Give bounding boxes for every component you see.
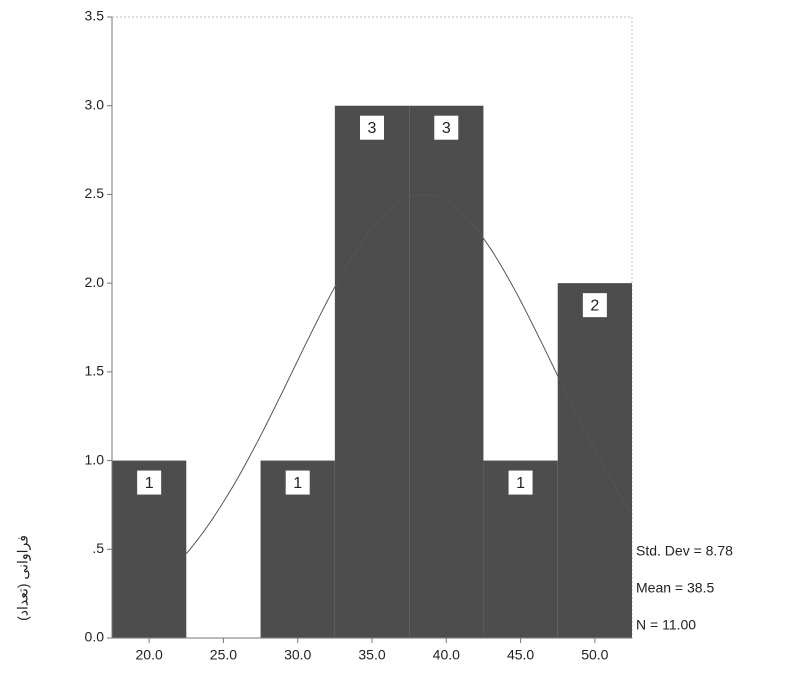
stat-annotation: N = 11.00 xyxy=(636,617,696,633)
y-tick-label: 1.0 xyxy=(85,451,105,467)
x-tick-label: 30.0 xyxy=(284,647,311,663)
y-axis-label: فراوانی (تعداد) xyxy=(15,535,32,621)
data-label-box xyxy=(434,115,459,140)
x-tick-label: 40.0 xyxy=(433,647,460,663)
stat-annotation: Std. Dev = 8.78 xyxy=(636,543,733,559)
y-tick-label: 1.5 xyxy=(85,363,105,379)
y-tick-label: 3.5 xyxy=(85,8,105,24)
data-label: 1 xyxy=(145,475,154,492)
bar xyxy=(409,105,484,638)
x-tick-label: 45.0 xyxy=(507,647,534,663)
y-tick-label: 2.5 xyxy=(85,185,105,201)
data-label-box xyxy=(360,115,384,140)
y-tick-label: .5 xyxy=(92,540,104,556)
data-label-box xyxy=(508,470,533,495)
x-tick-label: 25.0 xyxy=(210,647,237,663)
data-label: 1 xyxy=(293,475,302,492)
normal-curve xyxy=(185,194,633,555)
data-label: 1 xyxy=(516,475,525,492)
y-tick-label: 0.0 xyxy=(85,629,105,645)
x-tick-label: 50.0 xyxy=(581,647,608,663)
data-label: 3 xyxy=(442,120,451,137)
data-label: 3 xyxy=(368,120,377,137)
y-tick-label: 2.0 xyxy=(85,274,105,290)
stat-annotation: Mean = 38.5 xyxy=(636,580,714,596)
bar xyxy=(557,283,632,638)
data-label-box xyxy=(582,293,607,318)
x-tick-label: 35.0 xyxy=(358,647,385,663)
bar xyxy=(334,105,410,638)
data-label-box xyxy=(137,470,162,495)
y-tick-label: 3.0 xyxy=(85,96,105,112)
x-tick-label: 20.0 xyxy=(136,647,163,663)
data-label: 2 xyxy=(590,297,599,314)
data-label-box xyxy=(285,470,310,495)
